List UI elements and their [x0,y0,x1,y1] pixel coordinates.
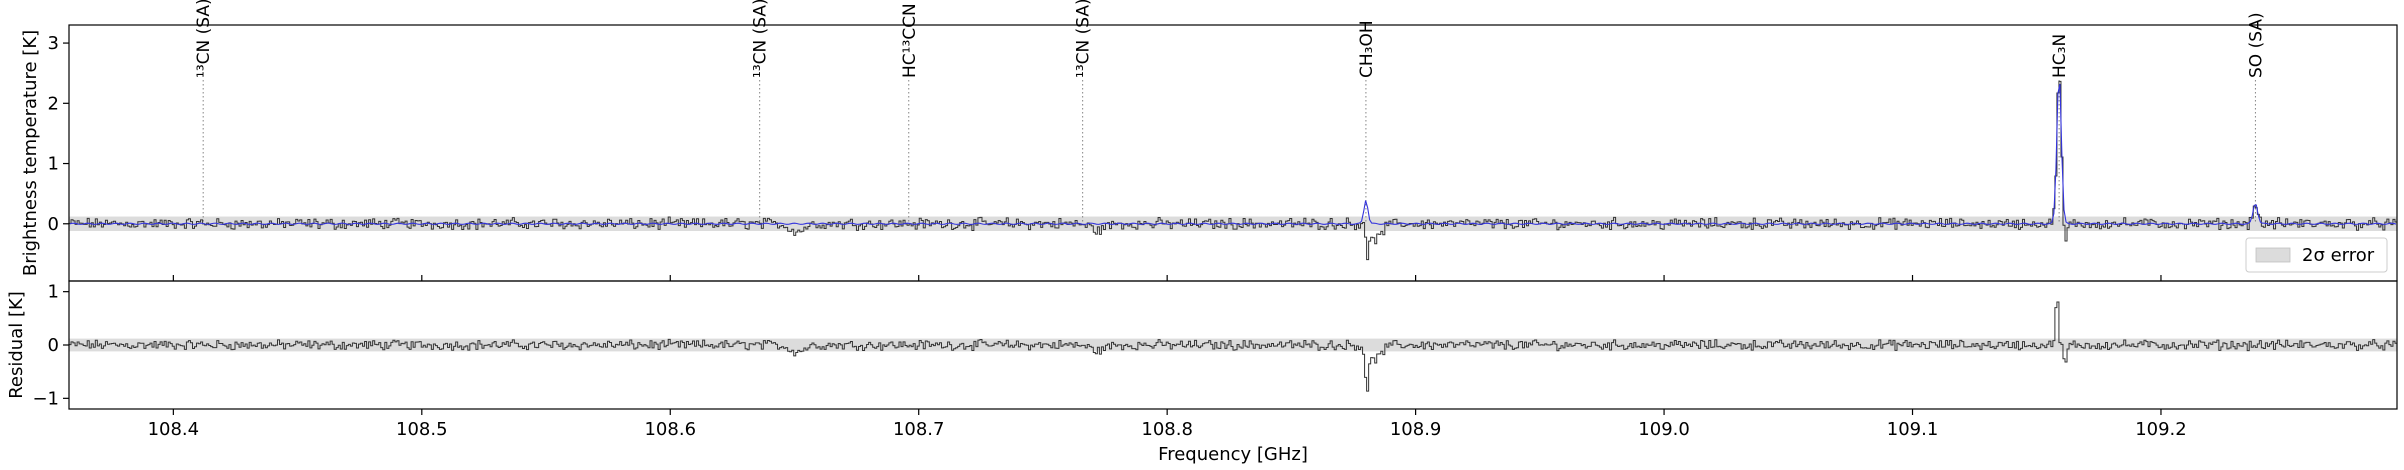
legend: 2σ error [2245,237,2388,273]
observed-spectrum [69,80,2397,261]
x-tick-label: 109.0 [1638,419,1690,440]
x-tick-label: 109.2 [2135,419,2187,440]
model-spectrum [69,83,2397,225]
y-tick-label: 1 [48,154,59,175]
x-tick-label: 108.8 [1141,419,1193,440]
line-marker-label: SO (SA) [2246,12,2266,78]
line-marker-label: ¹³CN (SA) [751,0,771,78]
x-tick-label: 108.7 [893,419,945,440]
x-tick-label: 108.6 [644,419,696,440]
y-tick-label: 1 [48,282,59,303]
x-tick-label: 109.1 [1887,419,1939,440]
residual-noise-band [69,338,2397,352]
legend-box [2245,237,2388,273]
line-markers: ¹³CN (SA) ¹³CN (SA) HC¹³CCN ¹³CN (SA) CH₃OH H… [194,0,2266,224]
line-marker-label: ¹³CN (SA) [1074,0,1094,78]
y-tick-label: 0 [48,214,59,235]
line-marker-label: ¹³CN (SA) [194,0,214,78]
x-tick-label: 108.4 [148,419,200,440]
legend-swatch [2255,247,2291,263]
spectrum-y-label: Brightness temperature [K] [20,30,41,276]
residual-spectrum [69,301,2397,392]
line-marker-label: HC¹³CCN [900,3,920,78]
x-tick-label: 108.5 [396,419,448,440]
spectrum-y-ticks: 0 1 2 3 [48,33,69,235]
y-tick-label: 3 [48,33,59,54]
spectrum-frame [68,24,2398,282]
y-tick-label: 0 [48,335,59,356]
line-marker-label: CH₃OH [1357,20,1377,78]
residual-panel: −1 0 1 108.4 108.5 108.6 108.7 108.8 108.9 109.0… [6,275,2398,465]
residual-y-label: Residual [K] [6,291,27,399]
x-tick-label: 108.9 [1390,419,1442,440]
line-marker-label: HC₃N [2050,34,2070,78]
spectrum-panel: ¹³CN (SA) ¹³CN (SA) HC¹³CCN ¹³CN (SA) CH₃OH H… [20,0,2398,282]
x-ticks: 108.4 108.5 108.6 108.7 108.8 108.9 109.0 109.1… [148,275,2187,440]
residual-y-ticks: −1 0 1 [32,282,69,409]
y-tick-label: −1 [32,388,59,409]
y-tick-label: 2 [48,93,59,114]
x-axis-label: Frequency [GHz] [1158,444,1308,465]
legend-label: 2σ error [2302,245,2375,266]
